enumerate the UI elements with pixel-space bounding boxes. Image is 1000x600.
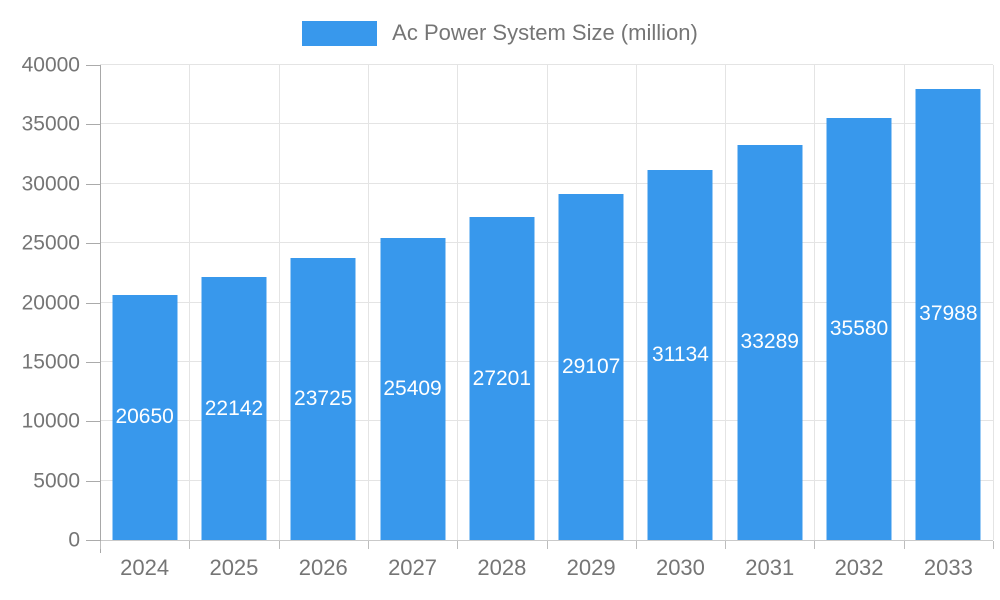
bar-value-label: 35580 xyxy=(829,316,889,340)
gridline-vertical xyxy=(457,65,459,540)
gridline-vertical xyxy=(278,65,280,540)
x-axis-tick xyxy=(903,541,905,549)
gridline-vertical xyxy=(993,65,994,540)
legend-label: Ac Power System Size (million) xyxy=(392,20,698,45)
x-axis-tick xyxy=(367,541,369,549)
bar-2025[interactable]: 22142 xyxy=(201,277,267,540)
x-tick-label: 2033 xyxy=(923,555,973,580)
y-tick-label: 35000 xyxy=(21,112,80,136)
gridline-vertical xyxy=(546,65,548,540)
y-tick-label: 10000 xyxy=(21,409,80,433)
y-axis-tick xyxy=(86,361,100,363)
y-axis-tick xyxy=(86,421,100,423)
x-tick-label: 2024 xyxy=(120,555,170,580)
x-axis-tick xyxy=(457,541,459,549)
y-axis-line xyxy=(100,65,101,553)
bar-2031[interactable]: 33289 xyxy=(737,144,803,540)
y-tick-label: 30000 xyxy=(21,172,80,196)
bar-value-label: 25409 xyxy=(383,377,442,401)
legend-swatch-icon xyxy=(302,20,378,46)
x-tick-label: 2029 xyxy=(566,555,616,580)
y-tick-label: 15000 xyxy=(21,350,80,374)
x-axis-tick xyxy=(635,541,637,549)
gridline-vertical xyxy=(189,65,191,540)
x-axis-tick xyxy=(993,541,994,549)
y-axis-tick xyxy=(86,243,100,245)
bar-value-label: 20650 xyxy=(115,405,174,429)
bar-value-label: 27201 xyxy=(472,366,532,390)
x-axis-tick xyxy=(100,541,101,549)
y-tick-label: 0 xyxy=(68,528,80,552)
bar-value-label: 22142 xyxy=(204,396,264,420)
gridline-horizontal xyxy=(100,64,993,65)
y-axis-tick xyxy=(86,302,100,304)
bar-2029[interactable]: 29107 xyxy=(558,194,624,540)
y-axis-tick xyxy=(86,124,100,126)
y-axis-tick xyxy=(86,183,100,185)
x-tick-label: 2030 xyxy=(655,555,705,580)
x-tick-label: 2025 xyxy=(209,555,259,580)
y-axis-tick xyxy=(86,65,100,66)
bar-value-label: 29107 xyxy=(561,355,621,379)
plot-area: 20650 22142 23725 25409 27201 29107 31134 33289… xyxy=(100,64,994,540)
bar-2030[interactable]: 31134 xyxy=(647,170,713,540)
bar-2032[interactable]: 35580 xyxy=(826,117,892,540)
x-tick-label: 2031 xyxy=(745,555,795,580)
bar-value-label: 23725 xyxy=(294,387,353,411)
legend[interactable]: Ac Power System Size (million) xyxy=(0,20,1000,46)
bar-value-label: 31134 xyxy=(652,343,709,367)
gridline-vertical xyxy=(635,65,637,540)
bar-value-label: 37988 xyxy=(919,302,978,326)
gridline-vertical xyxy=(814,65,816,540)
gridline-vertical xyxy=(725,65,727,540)
x-axis-tick xyxy=(278,541,280,549)
bar-2033[interactable]: 37988 xyxy=(915,88,981,540)
x-axis-line xyxy=(100,540,993,541)
x-axis-labels: 2024 2025 2026 2027 2028 2029 2030 2031 2032 2033 xyxy=(100,555,993,585)
bar-value-label: 33289 xyxy=(740,330,799,354)
y-tick-label: 25000 xyxy=(21,231,80,255)
x-tick-label: 2028 xyxy=(477,555,527,580)
x-tick-label: 2026 xyxy=(298,555,348,580)
x-axis-tick xyxy=(725,541,727,549)
y-axis-tick xyxy=(86,480,100,482)
x-axis-tick xyxy=(189,541,191,549)
bar-2028[interactable]: 27201 xyxy=(469,217,535,540)
y-tick-label: 5000 xyxy=(33,469,80,493)
gridline-vertical xyxy=(903,65,905,540)
x-axis-tick xyxy=(546,541,548,549)
bar-2026[interactable]: 23725 xyxy=(290,258,356,540)
y-tick-label: 40000 xyxy=(21,53,80,77)
gridline-vertical xyxy=(367,65,369,540)
bar-2024[interactable]: 20650 xyxy=(112,294,178,540)
bar-2027[interactable]: 25409 xyxy=(380,238,446,540)
x-axis-tick xyxy=(814,541,816,549)
y-axis-labels: 0 5000 10000 15000 20000 25000 30000 35000 40000 xyxy=(0,55,80,551)
y-axis-tick xyxy=(86,540,100,541)
x-tick-label: 2032 xyxy=(834,555,884,580)
x-tick-label: 2027 xyxy=(388,555,438,580)
y-tick-label: 20000 xyxy=(21,291,80,314)
